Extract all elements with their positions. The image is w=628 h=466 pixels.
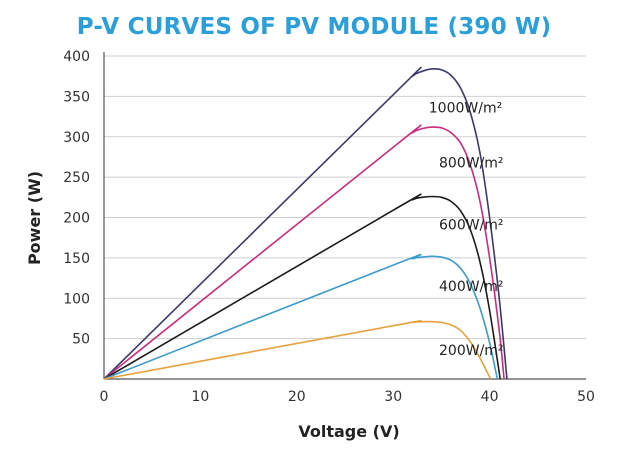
- curve-label-800wm2: 800W/m²: [439, 155, 504, 171]
- curve-200wm2: [103, 319, 492, 380]
- x-tick-40: 40: [481, 389, 499, 405]
- curve-600wm2: [103, 193, 501, 380]
- y-tick-200: 200: [63, 211, 90, 227]
- curve-label-200wm2: 200W/m²: [439, 343, 504, 359]
- grid-lines: [104, 55, 586, 340]
- x-tick-0: 0: [100, 389, 109, 405]
- x-tick-10: 10: [191, 389, 209, 405]
- x-tick-20: 20: [288, 389, 306, 405]
- axes: [103, 52, 586, 380]
- y-tick-300: 300: [63, 130, 90, 146]
- curve-400wm2: [103, 253, 499, 380]
- curve-800wm2: [103, 124, 505, 380]
- curve-labels: 1000W/m² 800W/m² 600W/m² 400W/m² 200W/m²: [429, 101, 504, 359]
- y-tick-100: 100: [63, 291, 90, 307]
- y-tick-50: 50: [72, 332, 90, 348]
- curve-label-600wm2: 600W/m²: [439, 218, 504, 234]
- x-tick-labels: 0 10 20 30 40 50: [100, 389, 595, 405]
- y-axis-label: Power (W): [25, 171, 44, 265]
- chart-title: P-V CURVES OF PV MODULE (390 W): [76, 14, 552, 40]
- x-axis-label: Voltage (V): [298, 422, 399, 441]
- x-tick-30: 30: [384, 389, 402, 405]
- y-tick-400: 400: [63, 49, 90, 65]
- y-tick-350: 350: [63, 89, 90, 105]
- curves: [103, 66, 508, 380]
- y-tick-250: 250: [63, 170, 90, 186]
- y-tick-150: 150: [63, 251, 90, 267]
- y-tick-labels: 50 100 150 200 250 300 350 400: [63, 49, 90, 348]
- x-tick-50: 50: [577, 389, 595, 405]
- curve-label-400wm2: 400W/m²: [439, 279, 504, 295]
- curve-label-1000wm2: 1000W/m²: [429, 101, 502, 117]
- curve-1000wm2: [103, 66, 508, 380]
